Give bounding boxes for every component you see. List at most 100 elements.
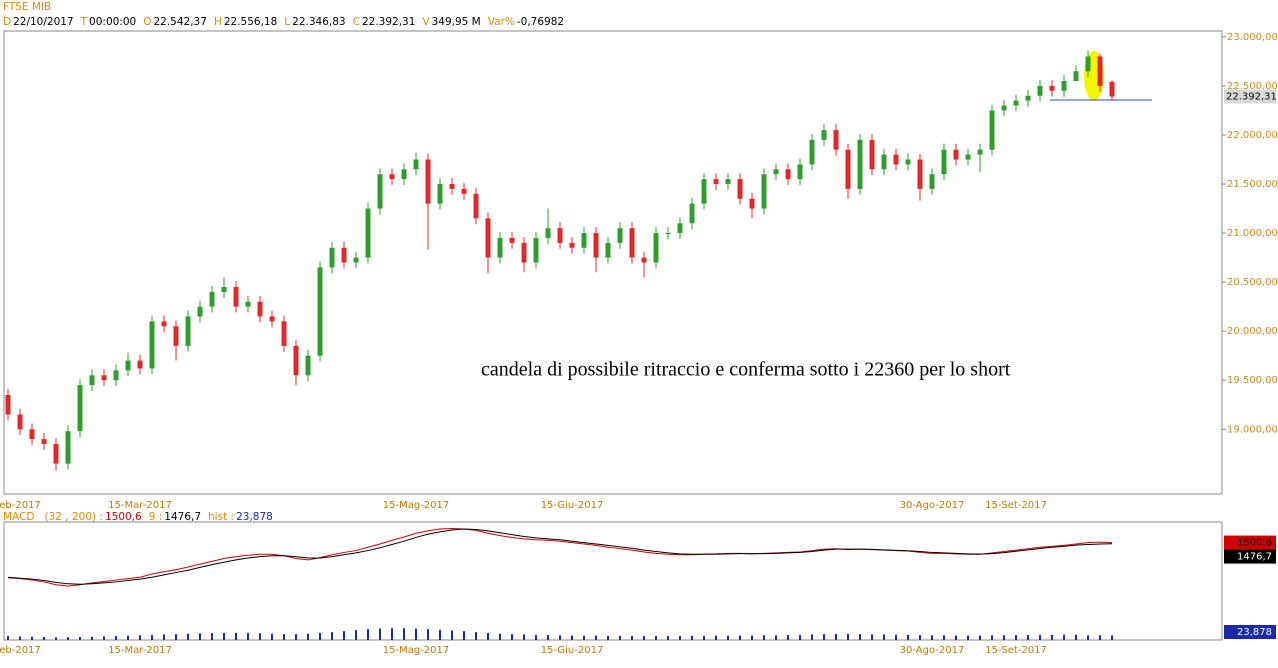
candle-body [1013, 100, 1019, 106]
hist-bar [787, 635, 789, 640]
candle-body [389, 174, 395, 180]
hist-bar [283, 634, 285, 640]
hist-bar [319, 632, 321, 640]
x-tick-label: 15-Mag-2017 [383, 500, 450, 511]
candle-body [365, 208, 371, 258]
hist-bar [571, 635, 573, 640]
x-tick-label: 30-Ago-2017 [900, 500, 965, 511]
candle-body [233, 287, 239, 307]
hist-bar [715, 635, 717, 640]
hist-bar [79, 637, 81, 640]
candle-body [545, 228, 551, 238]
hist-bar [859, 634, 861, 640]
candle-body [509, 237, 515, 243]
candle-body [353, 257, 359, 263]
candle-body [317, 267, 323, 356]
hist-bar [91, 636, 93, 640]
candle-body [929, 174, 935, 189]
candle-body [569, 242, 575, 248]
y-tick-label: 19.500,00 [1227, 375, 1278, 386]
candle-body [521, 242, 527, 263]
hist-bar [775, 635, 777, 640]
hist-bar [451, 630, 453, 640]
candle-body [665, 233, 671, 235]
hist-bar [331, 632, 333, 640]
candle-body [557, 228, 563, 243]
candle-body [125, 360, 131, 371]
hist-bar [475, 632, 477, 640]
candle-body [953, 149, 959, 160]
info-value: 22.556,18 [223, 16, 278, 28]
series-last-value: 1476,7 [164, 511, 202, 523]
candle-body [713, 179, 719, 185]
hist-bar [667, 636, 669, 640]
candle-body [17, 414, 23, 430]
candle-body [161, 321, 167, 327]
hist-bar [259, 633, 261, 640]
candle-body [449, 184, 455, 189]
y-tick-label: 21.500,00 [1227, 179, 1278, 190]
candle-body [1037, 85, 1043, 96]
candle-body [221, 287, 227, 292]
hist-bar [619, 635, 621, 640]
hist-bar [979, 635, 981, 640]
candle-body [1109, 81, 1115, 97]
hist-bar [379, 628, 381, 640]
hist-bar [7, 636, 9, 640]
hist-bar [67, 637, 69, 640]
candle-body [149, 321, 155, 369]
candle-body [245, 301, 251, 307]
hist-bar [43, 637, 45, 640]
candle-body [617, 228, 623, 243]
candle-body [821, 130, 827, 140]
y-tick-label: 20.000,00 [1227, 326, 1278, 337]
candle-body [329, 247, 335, 268]
hist-bar [163, 634, 165, 640]
hist-bar [751, 635, 753, 640]
x-tick-label: 15-Mar-2017 [108, 500, 172, 511]
hist-bar [1063, 634, 1065, 640]
candle-body [1001, 105, 1007, 111]
value-tag [1224, 535, 1276, 550]
hist-bar [607, 635, 609, 640]
hist-bar [523, 634, 525, 640]
candle-body [989, 110, 995, 150]
candle-body [5, 394, 11, 415]
candle-body [725, 179, 731, 185]
hist-bar [1027, 635, 1029, 640]
y-tick-label: 23.000,00 [1227, 32, 1278, 43]
candle-body [593, 233, 599, 258]
x-tick-label: 15-Mag-2017 [383, 645, 450, 656]
candle-body [1061, 81, 1067, 91]
hist-bar [931, 635, 933, 640]
info-key: L [284, 16, 291, 28]
macd-line [7, 528, 1113, 587]
candle-body [701, 179, 707, 204]
candle-body [689, 203, 695, 224]
hist-bar [535, 634, 537, 640]
hist-bar [403, 628, 405, 640]
candle-body [1049, 85, 1055, 91]
candle-body [1025, 95, 1031, 101]
value-tag-label: 1500,6 [1237, 538, 1272, 549]
hist-bar [499, 633, 501, 640]
hist-bar [835, 633, 837, 640]
hist-bar [223, 632, 225, 640]
series-last-value: 1500,6 [104, 511, 142, 523]
hist-bar [703, 635, 705, 640]
last-price-label: 22.392,31 [1226, 91, 1277, 102]
candle-body [797, 164, 803, 180]
hist-bar [643, 636, 645, 640]
candle-body [197, 306, 203, 317]
value-tag [1224, 549, 1276, 564]
candle-body [305, 355, 311, 376]
candle-body [437, 184, 443, 204]
candle-body [497, 237, 503, 258]
candle-body [581, 233, 587, 248]
info-value: -0,76982 [516, 16, 565, 28]
macd-info: MACD (32 , 200) :1500,6 9 :1476,7 hist :23,… [3, 511, 280, 523]
hist-bar [187, 633, 189, 640]
candle-body [269, 316, 275, 322]
macd-title: MACD [3, 511, 35, 523]
